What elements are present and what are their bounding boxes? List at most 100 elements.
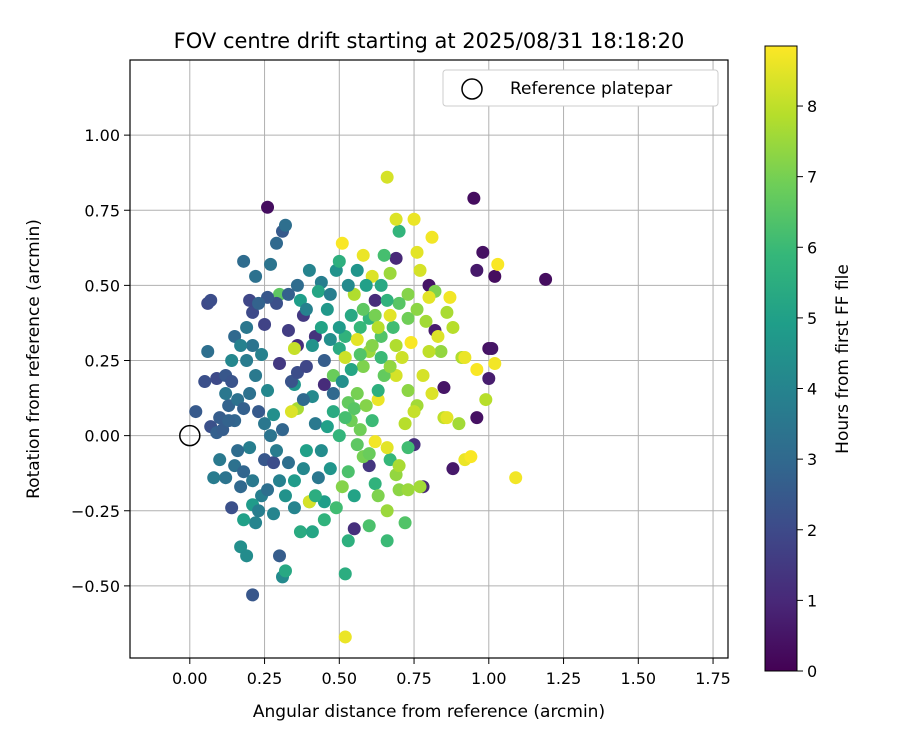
data-point [261, 200, 275, 214]
data-point [458, 350, 472, 364]
grid-lines [130, 60, 728, 658]
data-point [314, 444, 328, 458]
data-point [314, 320, 328, 334]
data-point [299, 360, 313, 374]
data-point [350, 332, 364, 346]
colorbar: 0 1 2 3 4 5 6 7 8 Hours from first FF file [764, 45, 853, 681]
data-point [261, 483, 275, 497]
data-point [281, 287, 295, 301]
data-point [273, 549, 286, 563]
y-tick-label: 1.00 [84, 126, 120, 145]
data-point [267, 456, 281, 470]
data-point [264, 257, 278, 271]
data-point [464, 450, 478, 464]
data-point [395, 350, 409, 364]
data-point [317, 378, 331, 392]
data-point [252, 504, 266, 518]
data-point [488, 357, 502, 371]
data-point [425, 387, 439, 401]
colorbar-tick-label: 6 [807, 238, 817, 257]
data-point [225, 501, 239, 515]
data-point [323, 332, 337, 346]
data-point [267, 507, 281, 521]
data-point [410, 245, 424, 259]
data-point [401, 483, 415, 497]
data-point [371, 393, 385, 407]
data-point [356, 248, 370, 262]
data-point [365, 338, 379, 352]
y-tick-label: −0.25 [71, 502, 120, 521]
chart-title: FOV centre drift starting at 2025/08/31 … [174, 29, 685, 53]
data-point [374, 350, 388, 364]
y-tick-label: −0.50 [71, 577, 120, 596]
data-point [350, 438, 364, 452]
data-point [392, 459, 406, 473]
data-point [488, 269, 502, 283]
colorbar-tick-label: 7 [807, 168, 817, 187]
data-point [302, 263, 316, 277]
data-point [240, 354, 254, 368]
y-axis-ticks: −0.50 −0.25 0.00 0.25 0.50 0.75 1.00 [71, 126, 130, 596]
data-point [332, 320, 346, 334]
data-point [201, 344, 215, 358]
data-point [290, 278, 304, 292]
data-point [240, 320, 254, 334]
colorbar-tick-label: 4 [807, 380, 817, 399]
data-point [335, 375, 349, 389]
data-point [249, 269, 263, 283]
data-point [368, 293, 382, 307]
reference-point-marker [179, 424, 201, 447]
data-point [383, 266, 397, 280]
data-point [347, 402, 361, 416]
data-point [308, 417, 322, 431]
x-tick-label: 0.50 [321, 669, 357, 688]
y-tick-label: 0.25 [84, 352, 120, 371]
data-point [287, 501, 301, 515]
data-point [198, 375, 212, 389]
data-point [252, 405, 266, 419]
data-point [452, 417, 466, 431]
data-point [237, 513, 251, 527]
data-point [270, 236, 284, 250]
data-point [470, 263, 484, 277]
data-point [380, 534, 394, 548]
data-point [362, 447, 376, 461]
data-point [401, 384, 415, 398]
data-point [332, 254, 346, 268]
data-point [398, 516, 412, 530]
data-point [287, 474, 301, 488]
x-axis-label: Angular distance from reference (arcmin) [253, 702, 605, 722]
colorbar-gradient [764, 45, 798, 672]
data-point [287, 341, 301, 355]
data-point [413, 480, 427, 494]
data-point [539, 272, 553, 286]
x-tick-label: 0.75 [396, 669, 432, 688]
y-tick-label: 0.75 [84, 201, 120, 220]
data-point [446, 462, 460, 476]
data-point [353, 320, 367, 334]
data-point [371, 384, 385, 398]
data-point [482, 372, 496, 386]
data-point [249, 516, 263, 530]
data-point [284, 405, 298, 419]
data-point [398, 417, 412, 431]
data-point [470, 363, 484, 377]
data-point [347, 489, 361, 503]
data-point [401, 311, 415, 325]
colorbar-tick-label: 3 [807, 450, 817, 469]
data-point [299, 302, 313, 316]
data-point [326, 405, 340, 419]
data-point [350, 263, 364, 277]
data-point [416, 369, 430, 383]
y-axis-label: Rotation from reference (arcmin) [24, 219, 44, 499]
data-point [383, 308, 397, 322]
data-point [422, 290, 436, 304]
data-point [386, 320, 400, 334]
data-point [281, 323, 295, 337]
data-point [243, 441, 257, 455]
data-point [437, 381, 451, 395]
data-point [240, 549, 254, 563]
data-point [401, 441, 415, 455]
